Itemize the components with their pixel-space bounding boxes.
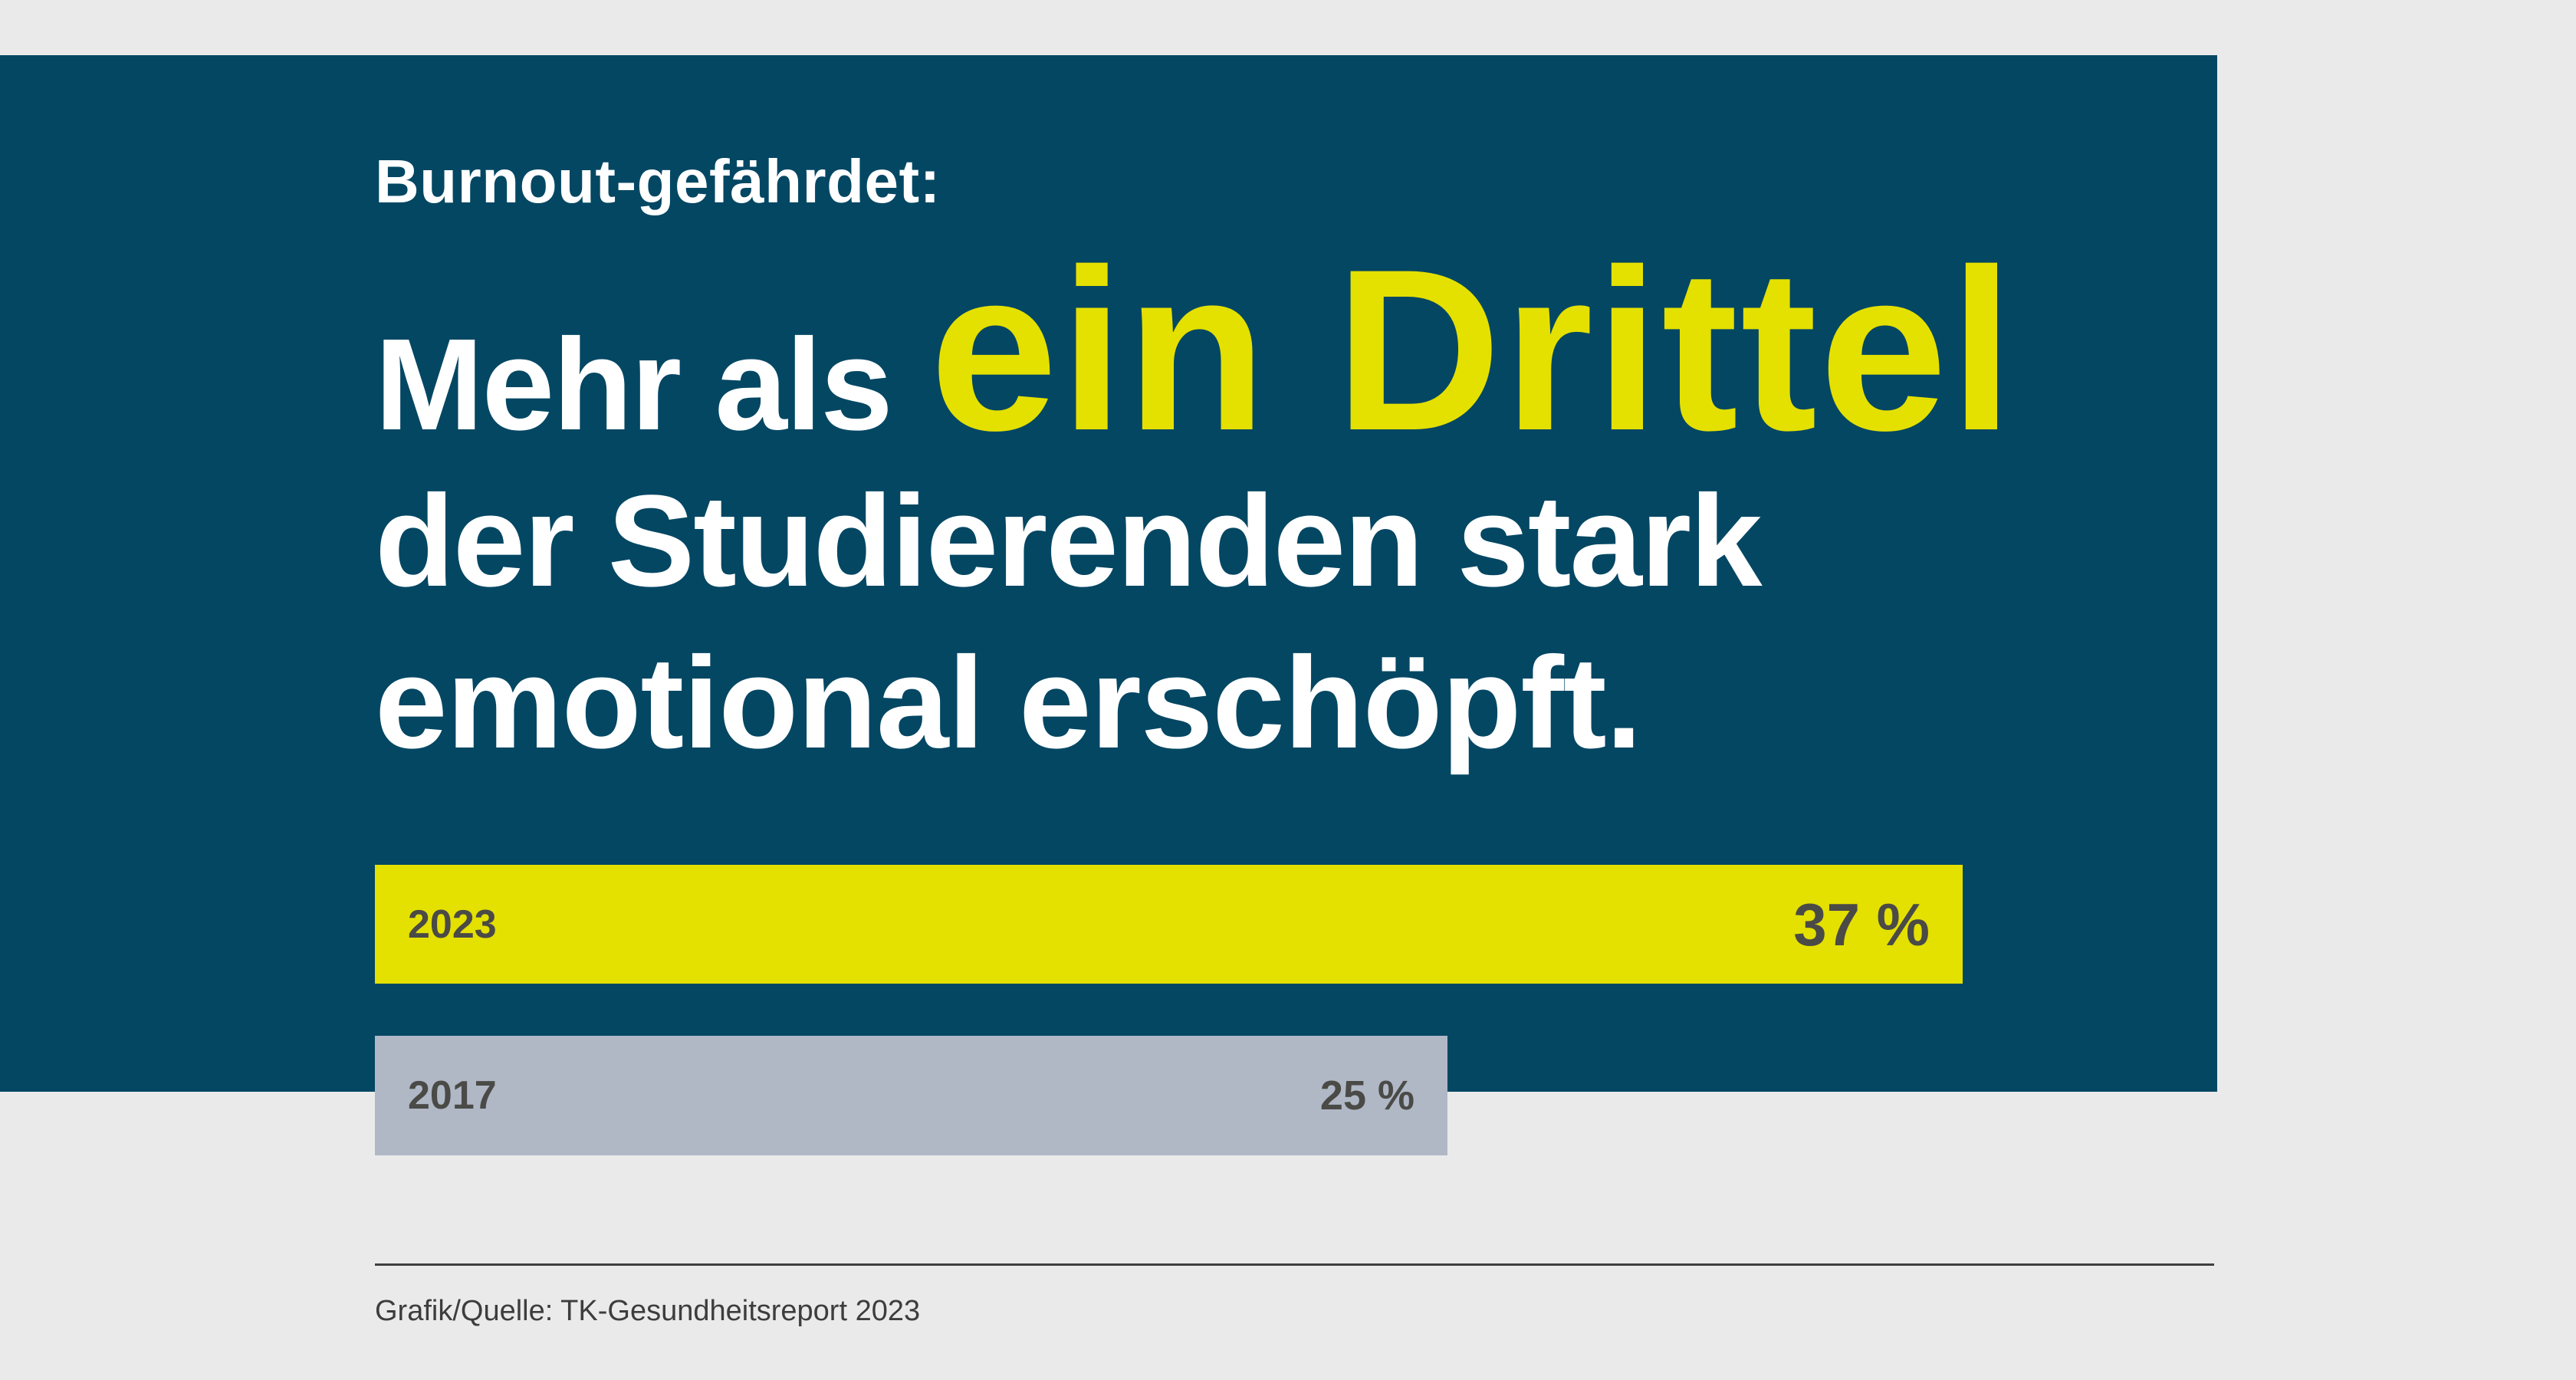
bar-2017-value-label: 25 % (1319, 1073, 1414, 1119)
kicker-text: Burnout-gefährdet: (375, 147, 941, 215)
headline-line-1: Mehr als ein Drittel (375, 235, 2016, 465)
bar-2023: 2023 37 % (375, 865, 1963, 984)
bar-2023-value-label: 37 % (1793, 890, 1930, 958)
headline-line-3: emotional erschöpft. (375, 630, 1642, 776)
bar-2017-year-label: 2017 (408, 1073, 497, 1118)
source-caption: Grafik/Quelle: TK-Gesundheitsreport 2023 (375, 1295, 921, 1327)
headline-line-2: der Studierenden stark (375, 468, 1763, 614)
headline-highlight: ein Drittel (929, 221, 2016, 478)
source-divider (375, 1263, 2214, 1266)
headline-lead: Mehr als (375, 312, 893, 458)
bar-2023-year-label: 2023 (408, 902, 497, 947)
bar-2017: 2017 25 % (375, 1036, 1447, 1155)
